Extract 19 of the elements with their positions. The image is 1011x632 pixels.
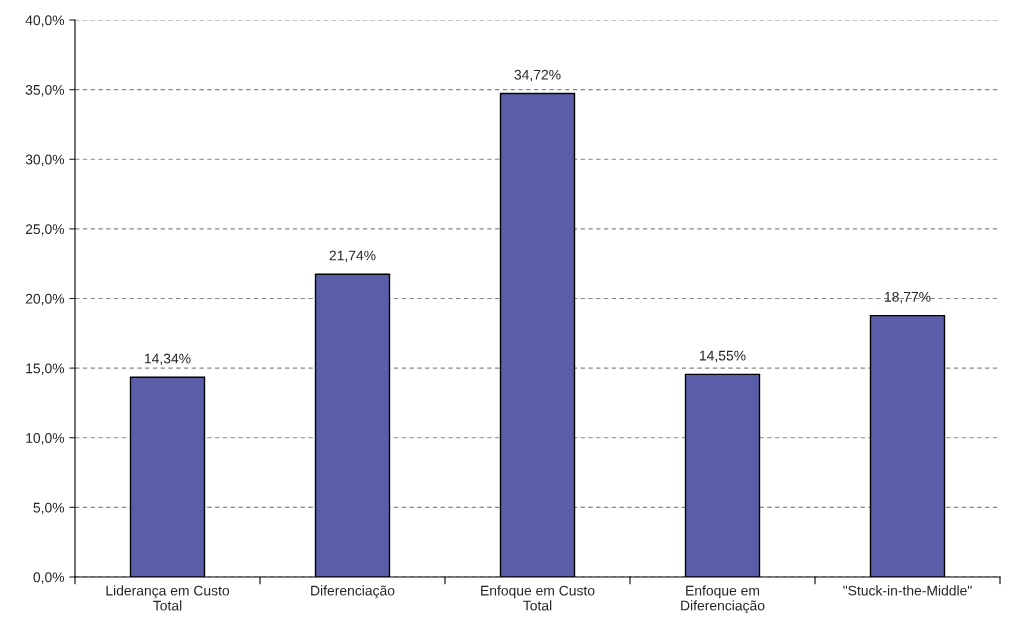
data-label: 14,55% <box>700 350 746 363</box>
x-tick-label: Enfoque em Diferenciação <box>681 585 765 614</box>
y-tick-label: 20,0% <box>25 293 65 306</box>
y-tick-label: 30,0% <box>25 154 65 167</box>
y-tick-label: 0,0% <box>33 572 65 584</box>
y-tick-label: 40,0% <box>25 15 65 27</box>
y-tick-label: 35,0% <box>25 84 65 97</box>
data-label: 21,74% <box>329 250 376 263</box>
data-label: 14,34% <box>145 353 191 366</box>
x-tick-label: Diferenciação <box>311 585 395 599</box>
data-label: 18,77% <box>885 291 931 304</box>
y-tick-label: 15,0% <box>26 363 65 375</box>
y-tick-label: 25,0% <box>25 224 65 236</box>
y-tick-label: 10,0% <box>26 433 65 445</box>
x-tick-label: Liderança em Custo Total <box>106 585 230 611</box>
x-tick-label: "Stuck-in-the-Middle" <box>843 585 972 596</box>
data-label: 34,72% <box>514 69 561 82</box>
x-tick-label: Enfoque em Custo Total <box>481 585 595 611</box>
y-tick-label: 5,0% <box>33 502 65 515</box>
